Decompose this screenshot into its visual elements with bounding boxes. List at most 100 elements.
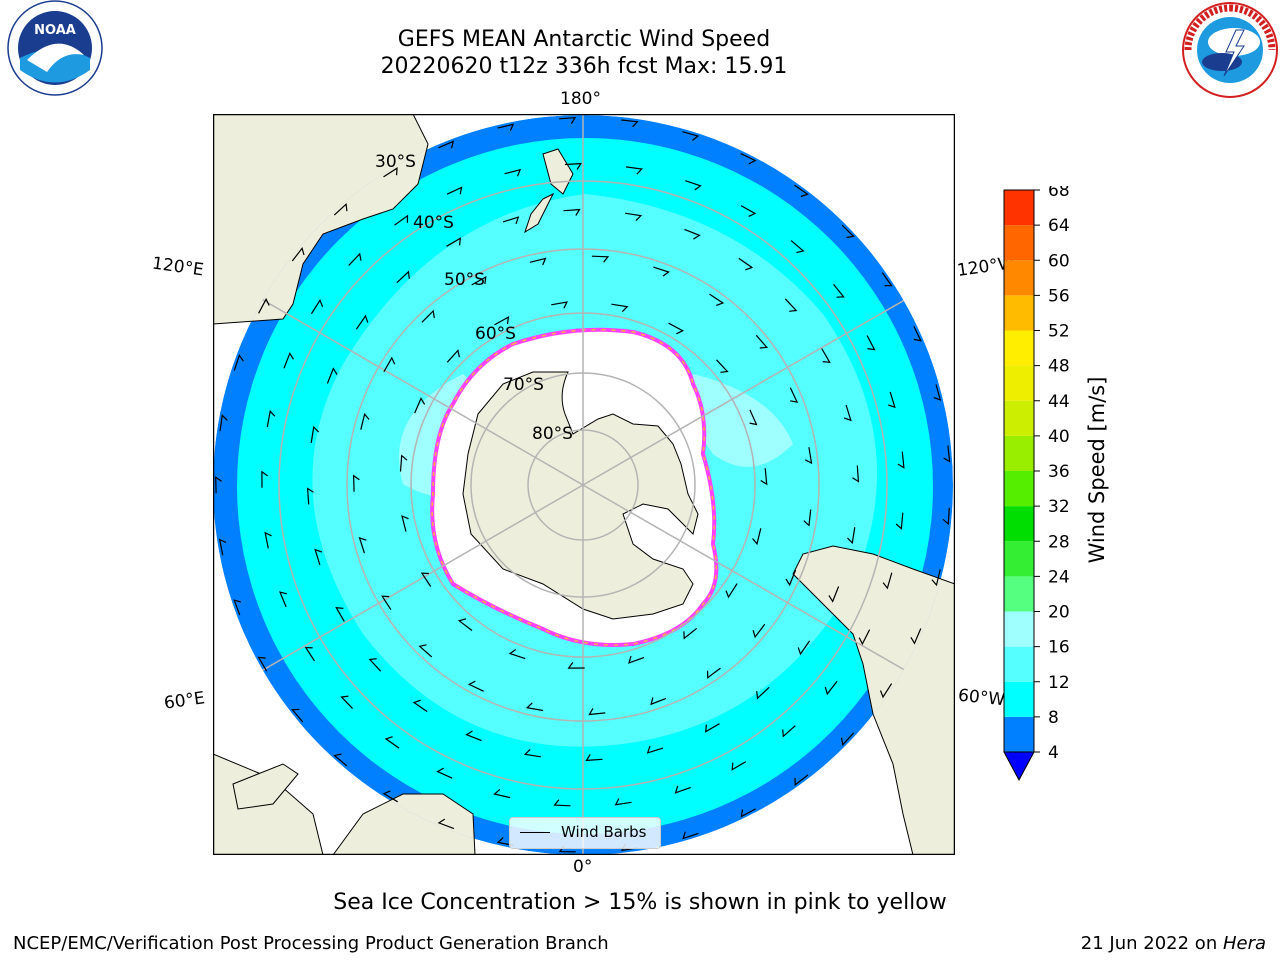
- wind-barb: [504, 168, 522, 177]
- lon-label-120e: 120°E: [150, 253, 205, 281]
- wind-barb: [304, 646, 316, 662]
- wind-barb: [803, 509, 812, 527]
- wind-barb: [418, 644, 433, 658]
- wind-barb: [682, 831, 699, 840]
- sea-ice-note: Sea Ice Concentration > 15% is shown in …: [333, 890, 947, 915]
- wind-barb: [215, 476, 222, 494]
- colorbar-tick-label: 24: [1048, 567, 1070, 587]
- map-legend: Wind Barbs: [509, 817, 661, 849]
- wind-barb: [858, 629, 871, 646]
- land-madagascar: [232, 763, 299, 810]
- wind-barb: [559, 117, 577, 125]
- wind-barb: [266, 410, 276, 428]
- wind-barb: [653, 266, 670, 277]
- colorbar-segment: [1004, 260, 1034, 296]
- wind-barb: [465, 730, 482, 742]
- wind-barb: [421, 309, 435, 323]
- wind-barb: [625, 166, 643, 175]
- wind-barb: [396, 270, 410, 284]
- lon-label-60w: 60°W: [957, 685, 1006, 711]
- wind-barb: [314, 548, 323, 566]
- wind-barb: [368, 658, 382, 672]
- wind-barb: [414, 397, 426, 414]
- lat-label-30s: 30°S: [375, 152, 416, 172]
- wind-barb: [358, 536, 367, 554]
- wind-barb: [333, 753, 348, 767]
- wind-barb: [399, 454, 408, 472]
- wind-barb: [525, 702, 544, 712]
- lat-label-80s: 80°S: [532, 424, 573, 444]
- noaa-logo-icon: NOAA: [7, 0, 103, 96]
- lon-label-60e: 60°E: [162, 688, 207, 714]
- wind-barb: [382, 790, 399, 803]
- wind-barb: [352, 474, 360, 492]
- colorbar-segment: [1004, 225, 1034, 261]
- wind-barb: [446, 237, 462, 247]
- land-antarctica: [462, 371, 699, 620]
- wind-barb: [401, 515, 409, 532]
- colorbar-segment: [1004, 471, 1034, 507]
- colorbar-segment: [1004, 611, 1034, 647]
- wind-barb: [709, 293, 725, 306]
- wind-barb: [446, 349, 460, 363]
- wind-barb: [674, 785, 691, 794]
- wind-barb: [564, 162, 583, 170]
- wind-barb: [567, 662, 585, 669]
- wind-barb: [326, 367, 338, 384]
- colorbar-segment: [1004, 541, 1034, 577]
- wind-barb: [497, 123, 515, 132]
- wind-barbs: [215, 117, 951, 853]
- wind-barb: [496, 837, 514, 846]
- wind-barb: [749, 409, 758, 426]
- lat-label-70s: 70°S: [503, 375, 544, 395]
- wind-barb: [291, 708, 304, 723]
- noaa-logo-text: NOAA: [34, 23, 76, 38]
- wind-barb: [508, 649, 526, 660]
- wind-barb: [650, 697, 667, 706]
- wind-barb: [752, 623, 766, 639]
- colorbar-extend-arrow: [1003, 751, 1035, 782]
- wind-barb: [752, 528, 762, 546]
- wind-barb: [755, 334, 769, 349]
- date-value: 21 Jun 2022 on: [1080, 933, 1223, 954]
- wind-barb: [789, 387, 799, 403]
- wind-barb: [804, 447, 813, 465]
- wind-barb: [437, 818, 455, 830]
- colorbar-tick-label: 4: [1048, 743, 1059, 763]
- wind-barb: [291, 246, 305, 262]
- wind-barb: [394, 214, 409, 226]
- wind-barb: [895, 512, 904, 530]
- wind-barb: [784, 298, 798, 312]
- wind-barb: [685, 180, 702, 191]
- wind-barb: [614, 798, 632, 806]
- wind-barb: [471, 276, 487, 286]
- wind-barb: [381, 595, 392, 611]
- wind-barb: [355, 314, 369, 330]
- wind-barb: [611, 303, 629, 313]
- date-text: 21 Jun 2022 on Hera: [1081, 933, 1266, 954]
- colorbar-segment: [1004, 365, 1034, 401]
- wind-barb: [683, 627, 698, 640]
- wind-barb: [348, 252, 362, 266]
- wind-barb: [457, 618, 473, 631]
- wind-barb: [588, 708, 606, 716]
- colorbar-segment: [1004, 646, 1034, 682]
- colorbar-segment: [1004, 576, 1034, 612]
- wind-barb: [333, 202, 348, 216]
- colorbar-tick-label: 52: [1048, 322, 1070, 342]
- wind-barb: [261, 470, 268, 488]
- wind-barb: [866, 335, 876, 351]
- colorbar-tick-label: 36: [1048, 462, 1070, 482]
- wind-barb: [740, 205, 757, 217]
- wind-barb: [551, 301, 568, 309]
- wind-barb: [756, 686, 770, 700]
- colorbar-tick-label: 32: [1048, 497, 1070, 517]
- wind-barb: [704, 723, 720, 733]
- wind-barb: [888, 391, 896, 409]
- colorbar-tick-label: 56: [1048, 286, 1070, 306]
- wind-barb: [846, 527, 856, 545]
- wind-barb: [910, 628, 922, 645]
- wind-barb: [668, 322, 685, 335]
- wind-barb: [625, 212, 643, 222]
